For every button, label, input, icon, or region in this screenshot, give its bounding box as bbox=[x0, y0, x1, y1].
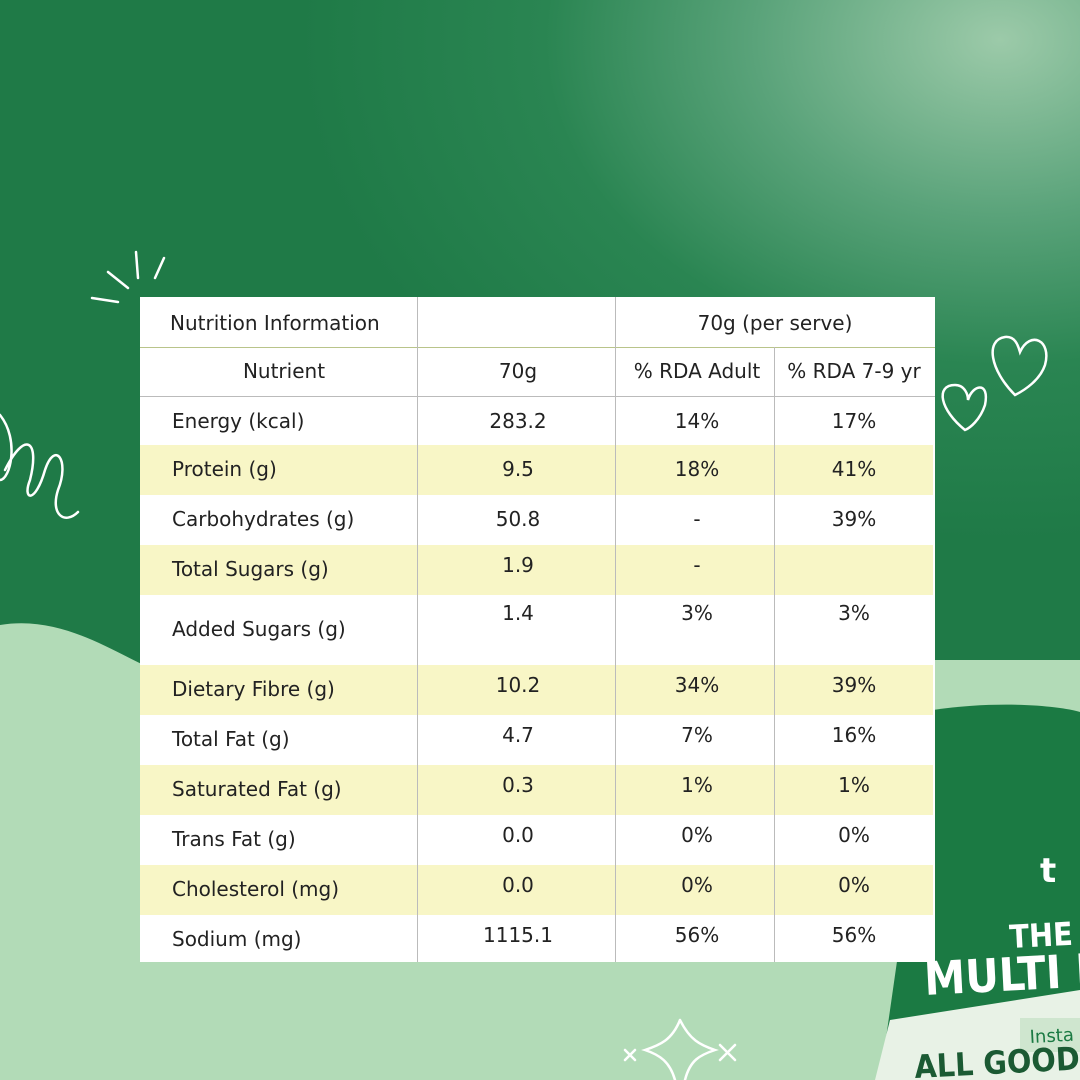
column-header: % RDA 7-9 yr bbox=[787, 359, 921, 383]
nutrition-table: Nutrition Information 70g (per serve) Nutr… bbox=[140, 297, 935, 962]
nutrient-value: 4.7 bbox=[502, 723, 534, 747]
wave bbox=[0, 623, 150, 1080]
package-line: MULTI MI bbox=[923, 941, 1080, 1006]
nutrient-value: 16% bbox=[831, 723, 877, 747]
doodles bbox=[0, 250, 1048, 1080]
nutrient-value: 41% bbox=[831, 457, 877, 481]
nutrient-value: 9.5 bbox=[502, 457, 534, 481]
nutrient-name: Total Sugars (g) bbox=[172, 557, 329, 581]
divider bbox=[774, 347, 775, 962]
table-title: Nutrition Information bbox=[170, 311, 380, 335]
nutrient-name: Protein (g) bbox=[172, 457, 277, 481]
column-header: 70g bbox=[498, 359, 538, 383]
nutrient-name: Carbohydrates (g) bbox=[172, 507, 355, 531]
nutrient-value: 0.3 bbox=[502, 773, 534, 797]
nutrient-name: Total Fat (g) bbox=[172, 727, 290, 751]
row-highlight bbox=[140, 665, 933, 715]
nutrient-name: Trans Fat (g) bbox=[172, 827, 296, 851]
nutrient-name: Added Sugars (g) bbox=[172, 617, 346, 641]
nutrient-value: 1.9 bbox=[502, 553, 534, 577]
nutrient-value: 50.8 bbox=[495, 507, 541, 531]
nutrient-value: 3% bbox=[681, 601, 713, 625]
row-highlight bbox=[140, 765, 933, 815]
nutrient-value: 0% bbox=[838, 873, 870, 897]
nutrient-name: Dietary Fibre (g) bbox=[172, 677, 335, 701]
package-line: Insta bbox=[1029, 1025, 1074, 1048]
serve-header: 70g (per serve) bbox=[697, 311, 853, 335]
nutrient-value: 14% bbox=[674, 409, 720, 433]
nutrient-value: 1% bbox=[681, 773, 713, 797]
nutrient-name: Saturated Fat (g) bbox=[172, 777, 342, 801]
nutrient-value: 0% bbox=[681, 873, 713, 897]
pouch-tag bbox=[1020, 1018, 1080, 1052]
row-highlight bbox=[140, 445, 933, 495]
nutrient-name: Cholesterol (mg) bbox=[172, 877, 340, 901]
nutrient-value: 39% bbox=[831, 507, 877, 531]
divider bbox=[140, 396, 935, 397]
row-highlight bbox=[140, 545, 933, 595]
divider bbox=[140, 347, 935, 348]
pouch-label bbox=[875, 990, 1080, 1080]
divider bbox=[417, 297, 418, 962]
nutrient-name: Energy (kcal) bbox=[172, 409, 305, 433]
nutrient-value: 7% bbox=[681, 723, 713, 747]
nutrient-value: 18% bbox=[674, 457, 720, 481]
nutrient-value: 0% bbox=[838, 823, 870, 847]
nutrient-value: 0.0 bbox=[502, 823, 534, 847]
nutrient-value: 1.4 bbox=[502, 601, 534, 625]
nutrient-value: 1115.1 bbox=[483, 923, 553, 947]
nutrient-value: 56% bbox=[831, 923, 877, 947]
divider bbox=[615, 297, 616, 962]
column-header: Nutrient bbox=[242, 359, 326, 383]
nutrient-value: 56% bbox=[674, 923, 720, 947]
nutrient-value: 1% bbox=[838, 773, 870, 797]
nutrient-value: 10.2 bbox=[495, 673, 541, 697]
nutrient-value: 39% bbox=[831, 673, 877, 697]
row-highlight bbox=[140, 865, 933, 915]
nutrient-value: 17% bbox=[831, 409, 877, 433]
column-header: % RDA Adult bbox=[633, 359, 761, 383]
nutrient-value: 34% bbox=[674, 673, 720, 697]
brand: t bbox=[1040, 851, 1056, 891]
nutrient-value: 0.0 bbox=[502, 873, 534, 897]
nutrient-value: - bbox=[693, 507, 701, 531]
nutrient-value: 283.2 bbox=[489, 409, 547, 433]
nutrient-value: - bbox=[693, 553, 701, 577]
nutrient-name: Sodium (mg) bbox=[172, 927, 302, 951]
nutrient-value: 3% bbox=[838, 601, 870, 625]
package-line: THE H bbox=[1008, 913, 1080, 956]
nutrient-value: 0% bbox=[681, 823, 713, 847]
